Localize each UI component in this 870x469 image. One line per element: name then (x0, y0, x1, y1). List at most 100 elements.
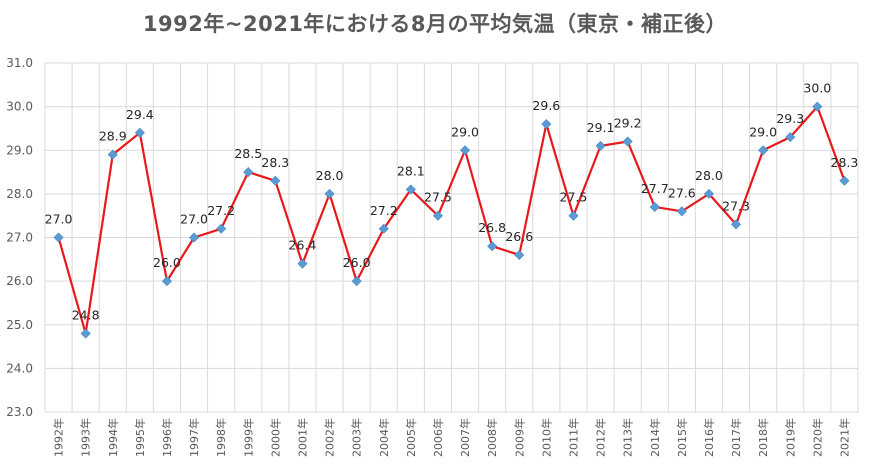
data-label: 26.0 (343, 255, 371, 270)
x-tick-label: 2009年 (512, 418, 526, 457)
data-label: 26.4 (289, 238, 317, 253)
data-point-marker (243, 167, 254, 178)
y-tick-label: 26.0 (6, 274, 33, 288)
data-label: 26.8 (478, 220, 506, 235)
x-tick-label: 1999年 (241, 418, 255, 457)
x-tick-label: 1998年 (214, 418, 228, 457)
data-point-marker (649, 201, 660, 212)
x-tick-label: 2020年 (810, 418, 824, 457)
data-point-marker (216, 223, 227, 234)
y-tick-label: 25.0 (6, 318, 33, 332)
x-tick-label: 2005年 (404, 418, 418, 457)
data-point-marker (514, 249, 525, 260)
data-label: 28.1 (397, 164, 425, 179)
x-tick-label: 2003年 (350, 418, 364, 457)
grid-layer (44, 62, 859, 413)
data-point-marker (161, 276, 172, 287)
x-tick-label: 2019年 (783, 418, 797, 457)
x-tick-label: 2016年 (702, 418, 716, 457)
data-label: 29.1 (587, 120, 615, 135)
data-point-marker (432, 210, 443, 221)
x-tick-label: 1995年 (133, 418, 147, 457)
data-label: 27.0 (180, 212, 208, 227)
data-label-layer: 27.024.828.929.426.027.027.228.528.326.4… (45, 81, 859, 323)
y-tick-label: 30.0 (6, 100, 33, 114)
data-point-marker (758, 145, 769, 156)
y-tick-label: 24.0 (6, 361, 33, 375)
x-tick-label: 2000年 (268, 418, 282, 457)
x-tick-label: 1993年 (79, 418, 93, 457)
data-point-marker (703, 188, 714, 199)
x-tick-label: 1996年 (160, 418, 174, 457)
data-point-marker (487, 241, 498, 252)
data-point-marker (270, 175, 281, 186)
data-point-marker (53, 232, 64, 243)
x-tick-label: 2014年 (648, 418, 662, 457)
data-label: 27.0 (45, 212, 73, 227)
data-point-marker (378, 223, 389, 234)
y-axis-ticks: 23.0 24.0 25.0 26.0 27.0 28.0 29.0 30.0 31.0 (6, 56, 33, 419)
data-label: 27.2 (207, 203, 235, 218)
data-label: 27.7 (641, 181, 669, 196)
data-point-marker (676, 206, 687, 217)
data-point-marker (622, 136, 633, 147)
data-point-marker (812, 101, 823, 112)
y-tick-label: 23.0 (6, 405, 33, 419)
x-tick-label: 2006年 (431, 418, 445, 457)
x-tick-label: 2012年 (594, 418, 608, 457)
data-point-marker (460, 145, 471, 156)
data-point-marker (324, 188, 335, 199)
data-point-marker (731, 219, 742, 230)
y-tick-label: 28.0 (6, 187, 33, 201)
data-label: 27.5 (560, 190, 588, 205)
data-label: 27.2 (370, 203, 398, 218)
x-tick-label: 2007年 (458, 418, 472, 457)
data-label: 26.0 (153, 255, 181, 270)
x-tick-label: 2002年 (323, 418, 337, 457)
data-label: 29.0 (451, 124, 479, 139)
data-label: 29.3 (776, 111, 804, 126)
data-point-marker (134, 127, 145, 138)
data-point-marker (297, 258, 308, 269)
x-tick-label: 2018年 (756, 418, 770, 457)
x-tick-label: 1994年 (106, 418, 120, 457)
x-tick-label: 2011年 (566, 418, 580, 457)
data-point-marker (405, 184, 416, 195)
data-label: 30.0 (803, 81, 831, 96)
data-label: 28.5 (234, 146, 262, 161)
x-tick-label: 2001年 (295, 418, 309, 457)
data-label: 27.3 (722, 198, 750, 213)
data-label: 27.6 (668, 185, 696, 200)
data-label: 29.0 (749, 124, 777, 139)
x-tick-label: 2017年 (729, 418, 743, 457)
data-label: 28.0 (695, 168, 723, 183)
x-axis-ticks: 1992年 1993年 1994年 1995年 1996年 1997年 1998年 1999年… (52, 418, 852, 457)
data-label: 29.2 (614, 116, 642, 131)
data-point-marker (839, 175, 850, 186)
data-label: 24.8 (72, 307, 100, 322)
series-line (57, 105, 846, 335)
y-tick-label: 27.0 (6, 231, 33, 245)
series-line-layer (57, 105, 846, 335)
data-point-marker (107, 149, 118, 160)
x-tick-label: 2008年 (485, 418, 499, 457)
data-label: 28.3 (831, 155, 859, 170)
data-point-marker (541, 119, 552, 130)
x-tick-label: 2004年 (377, 418, 391, 457)
x-tick-label: 1992年 (52, 418, 66, 457)
y-tick-label: 29.0 (6, 143, 33, 157)
x-tick-label: 2021年 (837, 418, 851, 457)
data-point-marker (351, 276, 362, 287)
data-point-marker (785, 132, 796, 143)
data-label: 27.5 (424, 190, 452, 205)
chart-title: 1992年~2021年における8月の平均気温（東京・補正後） (142, 12, 728, 36)
data-point-marker (568, 210, 579, 221)
data-point-marker (80, 328, 91, 339)
x-tick-label: 2010年 (539, 418, 553, 457)
data-label: 28.3 (261, 155, 289, 170)
data-label: 26.6 (505, 229, 533, 244)
x-tick-label: 2013年 (621, 418, 635, 457)
data-label: 29.6 (532, 98, 560, 113)
x-tick-label: 1997年 (187, 418, 201, 457)
